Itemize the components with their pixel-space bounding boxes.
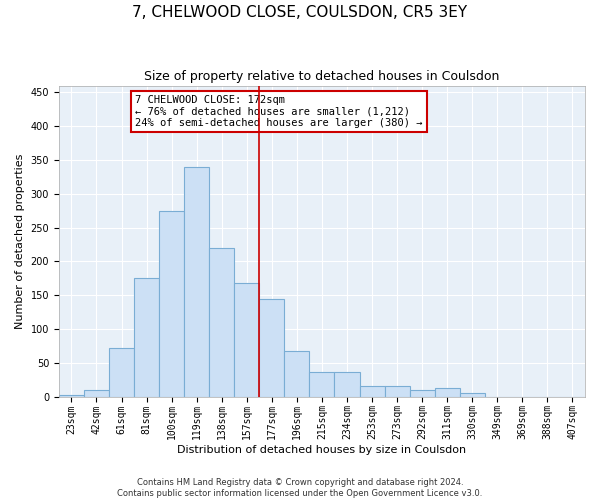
Text: Contains HM Land Registry data © Crown copyright and database right 2024.
Contai: Contains HM Land Registry data © Crown c… [118, 478, 482, 498]
Y-axis label: Number of detached properties: Number of detached properties [15, 154, 25, 328]
Bar [234, 283, 259, 397]
Bar [310, 372, 334, 396]
Bar [209, 248, 234, 396]
Bar [109, 348, 134, 397]
Bar [184, 166, 209, 396]
Bar [460, 393, 485, 396]
X-axis label: Distribution of detached houses by size in Coulsdon: Distribution of detached houses by size … [178, 445, 467, 455]
Bar [385, 386, 410, 396]
Bar [359, 386, 385, 396]
Bar [259, 298, 284, 396]
Text: 7, CHELWOOD CLOSE, COULSDON, CR5 3EY: 7, CHELWOOD CLOSE, COULSDON, CR5 3EY [133, 5, 467, 20]
Bar [159, 210, 184, 396]
Text: 7 CHELWOOD CLOSE: 172sqm
← 76% of detached houses are smaller (1,212)
24% of sem: 7 CHELWOOD CLOSE: 172sqm ← 76% of detach… [135, 95, 422, 128]
Bar [284, 350, 310, 397]
Bar [134, 278, 159, 396]
Bar [59, 395, 84, 396]
Title: Size of property relative to detached houses in Coulsdon: Size of property relative to detached ho… [144, 70, 500, 83]
Bar [410, 390, 434, 396]
Bar [334, 372, 359, 396]
Bar [84, 390, 109, 396]
Bar [434, 388, 460, 396]
